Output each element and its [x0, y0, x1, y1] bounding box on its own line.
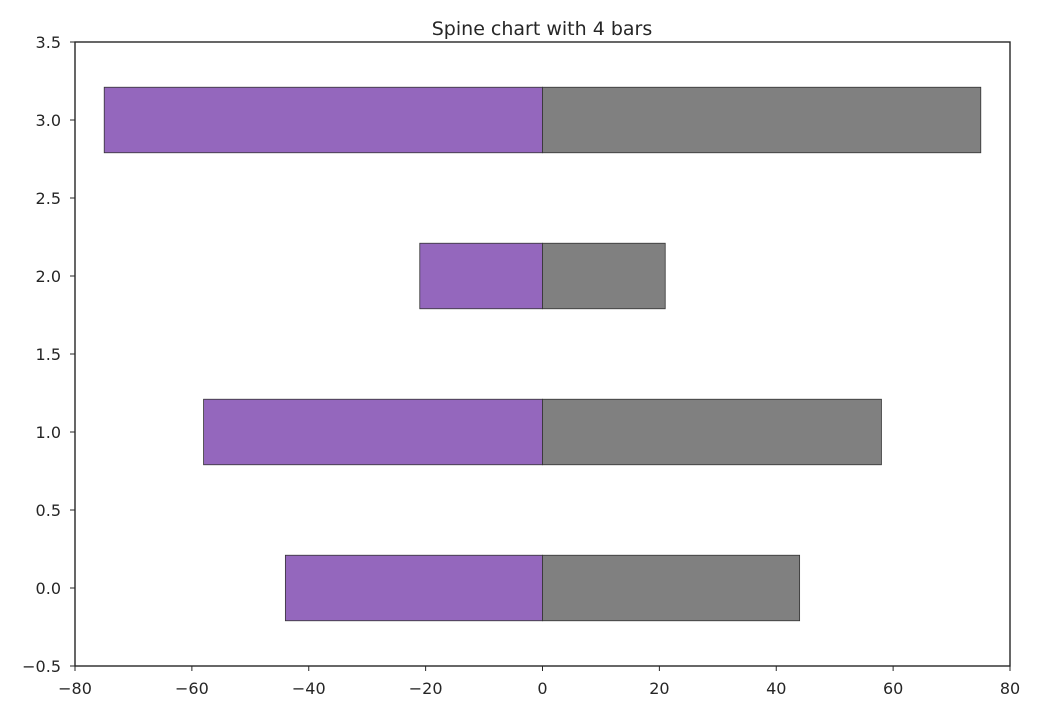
y-tick-label: 2.5 [36, 189, 61, 208]
x-axis: −80 −60 −40 −20 0 20 40 60 80 [58, 666, 1020, 698]
x-tick-label: −40 [292, 679, 326, 698]
bar-right-2 [542, 242, 666, 310]
x-tick-label: −60 [175, 679, 209, 698]
y-tick-label: 3.0 [36, 111, 61, 130]
bar-left-2 [419, 242, 543, 310]
y-tick-label: 1.5 [36, 345, 61, 364]
x-tick-label: −20 [409, 679, 443, 698]
x-tick-label: −80 [58, 679, 92, 698]
y-tick-label: 1.0 [36, 423, 61, 442]
bar-right-1 [542, 398, 882, 466]
x-tick-label: 80 [1000, 679, 1020, 698]
bar-right-3 [542, 86, 982, 154]
x-tick-label: 60 [883, 679, 903, 698]
bar-right-0 [542, 554, 801, 622]
bar-left-0 [284, 554, 543, 622]
y-tick-label: 0.5 [36, 501, 61, 520]
y-tick-label: −0.5 [22, 657, 61, 676]
y-tick-label: 3.5 [36, 33, 61, 52]
y-tick-label: 2.0 [36, 267, 61, 286]
bars-group [103, 86, 982, 622]
y-tick-label: 0.0 [36, 579, 61, 598]
x-tick-label: 20 [649, 679, 669, 698]
chart-title: Spine chart with 4 bars [432, 18, 653, 40]
x-tick-label: 0 [537, 679, 547, 698]
x-tick-label: 40 [766, 679, 786, 698]
bar-left-1 [203, 398, 543, 466]
bar-left-3 [103, 86, 543, 154]
y-axis: −0.5 0.0 0.5 1.0 1.5 2.0 2.5 3.0 3.5 [22, 33, 75, 676]
